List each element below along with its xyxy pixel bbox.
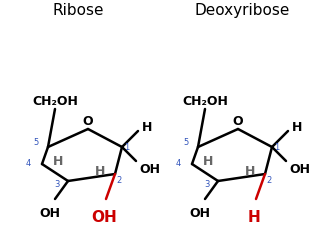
Text: 2: 2 (266, 176, 272, 185)
Text: O: O (83, 114, 93, 127)
Text: H: H (53, 155, 63, 168)
Text: 1: 1 (124, 143, 130, 152)
Text: H: H (292, 121, 302, 134)
Text: OH: OH (39, 206, 60, 219)
Text: H: H (203, 155, 213, 168)
Text: OH: OH (289, 162, 310, 175)
Text: 4: 4 (175, 159, 181, 168)
Text: CH₂OH: CH₂OH (32, 95, 78, 108)
Text: 2: 2 (117, 176, 122, 185)
Text: 3: 3 (204, 180, 210, 189)
Text: Deoxyribose: Deoxyribose (194, 3, 290, 18)
Text: H: H (245, 165, 255, 178)
Text: O: O (233, 114, 243, 127)
Text: H: H (247, 209, 260, 224)
Text: OH: OH (189, 206, 211, 219)
Text: OH: OH (139, 162, 160, 175)
Text: Ribose: Ribose (52, 3, 104, 18)
Text: CH₂OH: CH₂OH (182, 95, 228, 108)
Text: OH: OH (91, 209, 117, 224)
Text: H: H (142, 121, 152, 134)
Text: 5: 5 (33, 138, 39, 147)
Text: 4: 4 (25, 159, 30, 168)
Text: 5: 5 (183, 138, 189, 147)
Text: H: H (95, 165, 105, 178)
Text: 3: 3 (54, 180, 60, 189)
Text: 1: 1 (274, 143, 280, 152)
